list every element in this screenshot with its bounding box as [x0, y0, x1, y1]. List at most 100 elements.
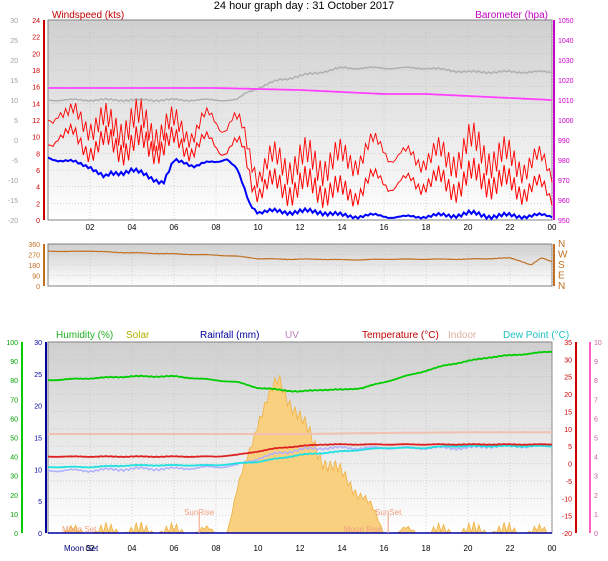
panel1-x-tick-label: 00 [548, 223, 557, 232]
indoor-temperature-line [48, 431, 552, 435]
humidity-tick-label: 0 [14, 531, 18, 538]
panel3-x-tick-label: 14 [338, 544, 347, 553]
panel3-legend-label: Solar [126, 330, 150, 341]
temperature-tick-label: 35 [564, 340, 572, 347]
wind-direction-tick-label: 180 [28, 263, 40, 270]
panel1-x-tick-label: 08 [212, 223, 221, 232]
barometer-tick-label: 970 [558, 178, 570, 185]
panel3-x-tick-label: 04 [128, 544, 137, 553]
wind-direction-line [47, 250, 553, 266]
temperature-line [47, 442, 553, 459]
uv-tick-label: 3 [594, 474, 598, 481]
panel3-legend-label: UV [285, 330, 299, 341]
temperature-tick-label: -15 [562, 514, 572, 521]
wind-direction-tick-label: 360 [28, 242, 40, 249]
barometer-tick-label: 990 [558, 138, 570, 145]
uv-tick-label: 4 [594, 455, 598, 462]
panel3-legend-label: Dew Point (°C) [503, 330, 569, 341]
panel1-x-tick-label: 06 [170, 223, 179, 232]
temperature-tick-label: 25 [564, 375, 572, 382]
humidity-tick-label: 60 [10, 416, 18, 423]
rainfall-tick-label: 10 [34, 467, 42, 474]
compass-tick-label: W [558, 250, 568, 261]
dew-point-line [47, 444, 553, 469]
rainfall-tick-label: 20 [34, 404, 42, 411]
uv-tick-label: 2 [594, 493, 598, 500]
panel3-x-tick-label: 00 [548, 544, 557, 553]
wind-outer-tick-label: -15 [8, 198, 18, 205]
windspeed-tick-label: 16 [32, 85, 40, 92]
compass-tick-label: E [558, 271, 565, 282]
rainfall-tick-label: 30 [34, 340, 42, 347]
uv-tick-label: 6 [594, 416, 598, 423]
panel3-legend-label: Humidity (%) [56, 330, 113, 341]
graph-title: 24 hour graph day : 31 October 2017 [213, 0, 395, 12]
panel3-x-tick-label: 18 [422, 544, 431, 553]
wind-outer-tick-label: 20 [10, 58, 18, 65]
uv-tick-label: 8 [594, 378, 598, 385]
temperature-tick-label: 15 [564, 409, 572, 416]
barometer-tick-label: 1030 [558, 58, 574, 65]
wind-outer-tick-label: -5 [12, 158, 18, 165]
panel3-x-tick-label: 12 [296, 544, 305, 553]
wind-outer-tick-label: 0 [14, 138, 18, 145]
panel1-x-tick-label: 20 [464, 223, 473, 232]
windspeed-tick-label: 10 [32, 135, 40, 142]
windspeed-label: Windspeed (kts) [52, 10, 124, 21]
panel1-x-tick-label: 18 [422, 223, 431, 232]
average-windspeed-line [47, 156, 553, 221]
barometer-tick-label: 1050 [558, 18, 574, 25]
windspeed-tick-label: 6 [36, 168, 40, 175]
panel1-x-tick-label: 14 [338, 223, 347, 232]
apparent-temperature-line [47, 443, 553, 474]
sunset-label: SunSet [375, 508, 402, 517]
temperature-tick-label: -5 [566, 479, 572, 486]
panel3-x-tick-label: 22 [506, 544, 515, 553]
windspeed-tick-label: 24 [32, 18, 40, 25]
temperature-tick-label: -20 [562, 531, 572, 538]
panel1-x-tick-label: 16 [380, 223, 389, 232]
compass-tick-label: N [558, 239, 565, 250]
humidity-tick-label: 90 [10, 359, 18, 366]
moonset-label: Moon Set [64, 544, 99, 553]
barometer-tick-label: 1040 [558, 38, 574, 45]
barometer-tick-label: 960 [558, 198, 570, 205]
windspeed-tick-label: 20 [32, 51, 40, 58]
sunrise-label: SunRise [184, 508, 215, 517]
rainfall-tick-label: 5 [38, 499, 42, 506]
panel1-x-tick-label: 04 [128, 223, 137, 232]
wind-outer-tick-label: -10 [8, 178, 18, 185]
humidity-tick-label: 20 [10, 493, 18, 500]
panel1-x-tick-label: 10 [254, 223, 263, 232]
wind-outer-tick-label: 10 [10, 98, 18, 105]
wind-gust-line [47, 99, 553, 188]
barometer-tick-label: 950 [558, 218, 570, 225]
panel1-x-tick-label: 02 [86, 223, 95, 232]
wind-direction-tick-label: 0 [36, 284, 40, 291]
panel3-legend-label: Temperature (°C) [362, 330, 439, 341]
panel3-x-tick-label: 20 [464, 544, 473, 553]
panel3-x-tick-label: 02 [86, 544, 95, 553]
humidity-tick-label: 80 [10, 378, 18, 385]
panel3-x-tick-label: 06 [170, 544, 179, 553]
wind-direction-tick-label: 90 [32, 274, 40, 281]
temperature-tick-label: 0 [568, 462, 572, 469]
uv-tick-label: 10 [594, 340, 602, 347]
temperature-tick-label: 10 [564, 427, 572, 434]
humidity-tick-label: 70 [10, 397, 18, 404]
temperature-tick-label: -10 [562, 496, 572, 503]
windspeed-tick-label: 14 [32, 101, 40, 108]
barometer-tick-label: 1020 [558, 78, 574, 85]
humidity-tick-label: 30 [10, 474, 18, 481]
humidity-line [48, 350, 553, 393]
panel3-x-tick-label: 10 [254, 544, 263, 553]
windspeed-tick-label: 18 [32, 68, 40, 75]
moonrise-label: Moon Rise [344, 525, 383, 534]
panel1-x-tick-label: 12 [296, 223, 305, 232]
panel3-x-tick-label: 16 [380, 544, 389, 553]
wind-outer-tick-label: 15 [10, 78, 18, 85]
compass-tick-label: S [558, 260, 565, 271]
wind-chill-line [47, 66, 553, 103]
compass-tick-label: N [558, 281, 565, 292]
